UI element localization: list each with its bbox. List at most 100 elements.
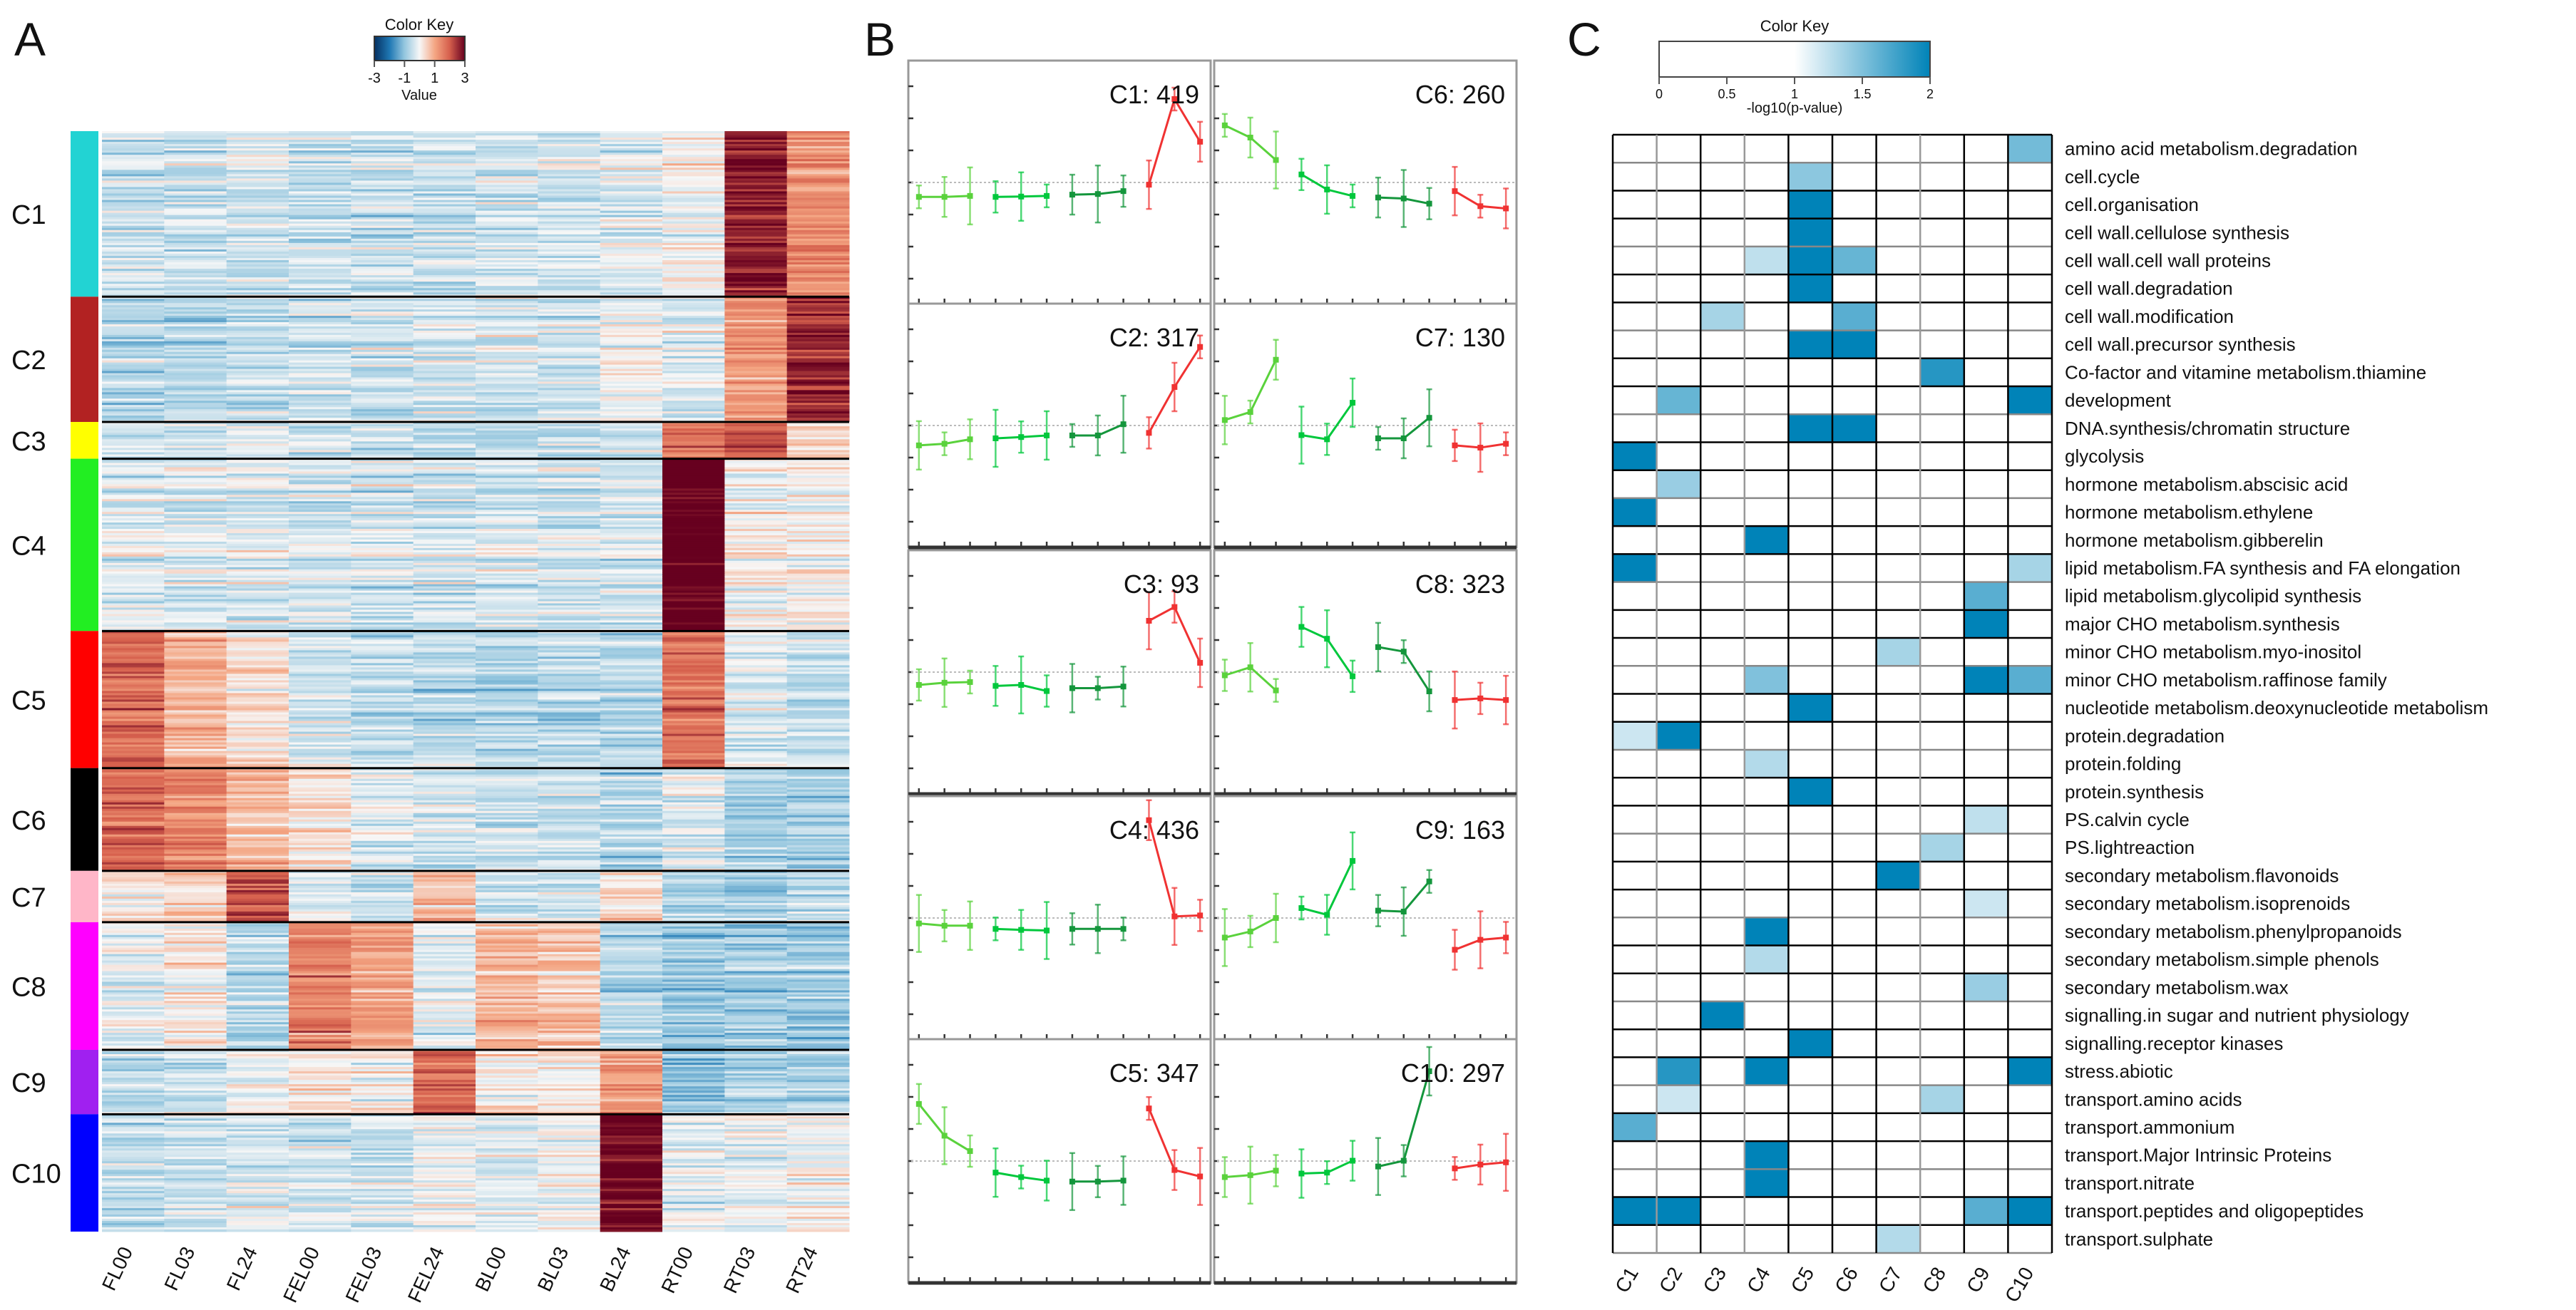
heatmap-cell — [226, 336, 289, 340]
heatmap-cell — [164, 751, 227, 754]
heatmap-cell — [102, 988, 165, 991]
heatmap-cell — [351, 740, 414, 743]
heatmap-cell — [538, 973, 601, 976]
heatmap-cell — [413, 661, 476, 664]
heatmap-cell — [662, 307, 725, 310]
heatmap-cell — [164, 301, 227, 304]
heatmap-cell — [289, 495, 351, 497]
heatmap-cell — [538, 510, 601, 512]
heatmap-cell — [538, 579, 601, 583]
heatmap-cell — [476, 699, 538, 703]
heatmap-cell — [600, 210, 663, 214]
heatmap-cell — [226, 187, 289, 190]
heatmap-cell — [102, 362, 165, 366]
heatmap-cell — [351, 460, 414, 464]
heatmap-cell — [351, 430, 414, 433]
heatmap-cell — [226, 314, 289, 316]
heatmap-cell — [102, 571, 165, 574]
heatmap-cell — [164, 969, 227, 972]
heatmap-cell — [662, 934, 725, 938]
heatmap-cell — [226, 430, 289, 433]
heatmap-cell — [413, 605, 476, 608]
heatmap-cell — [538, 401, 601, 403]
heatmap-cell — [724, 864, 788, 867]
heatmap-cell — [786, 221, 850, 225]
heatmap-cell — [164, 928, 227, 932]
heatmap-cell — [164, 639, 227, 642]
heatmap-cell — [102, 452, 165, 455]
heatmap-cell — [289, 255, 351, 259]
heatmap-cell — [102, 422, 165, 425]
heatmap-cell — [351, 153, 414, 155]
heatmap-cell — [786, 973, 850, 976]
heatmap-cell — [102, 622, 165, 625]
heatmap-cell — [226, 1009, 289, 1012]
heatmap-cell — [600, 567, 663, 570]
heatmap-cell — [724, 150, 788, 153]
heatmap-cell — [476, 437, 538, 440]
heatmap-cell — [351, 486, 414, 489]
heatmap-cell — [724, 586, 788, 589]
heatmap-cell — [724, 573, 788, 577]
color-key-a-title: Color Key — [385, 16, 454, 33]
heatmap-cell — [102, 407, 165, 410]
heatmap-cell — [538, 345, 601, 349]
heatmap-cell — [476, 550, 538, 553]
heatmap-cell — [662, 847, 725, 850]
heatmap-cell — [724, 501, 788, 504]
heatmap-cell — [476, 834, 538, 837]
heatmap-cell — [102, 562, 165, 566]
heatmap-cell — [600, 825, 663, 829]
heatmap-cell — [413, 520, 476, 523]
heatmap-cell — [600, 135, 663, 138]
heatmap-cell — [538, 225, 601, 229]
heatmap-cell — [600, 671, 663, 674]
heatmap-cell — [102, 418, 165, 421]
heatmap-cell — [538, 148, 601, 151]
heatmap-cell — [538, 904, 601, 908]
heatmap-cell — [476, 939, 538, 942]
heatmap-cell — [476, 612, 538, 614]
heatmap-cell — [164, 883, 227, 887]
heatmap-cell — [538, 150, 601, 153]
heatmap-cell — [413, 208, 476, 212]
heatmap-cell — [786, 949, 850, 953]
heatmap-cell — [102, 588, 165, 592]
heatmap-cell — [226, 975, 289, 979]
heatmap-cell — [351, 386, 414, 388]
heatmap-cell — [226, 371, 289, 374]
heatmap-cell — [538, 616, 601, 619]
heatmap-cell — [164, 603, 227, 607]
heatmap-cell — [289, 691, 351, 693]
heatmap-cell — [600, 373, 663, 376]
heatmap-cell — [538, 907, 601, 910]
heatmap-cell — [164, 157, 227, 160]
heatmap-cell — [413, 864, 476, 867]
heatmap-cell — [289, 142, 351, 145]
heatmap-cell — [600, 862, 663, 865]
heatmap-cell — [600, 988, 663, 991]
heatmap-cell — [476, 969, 538, 972]
heatmap-cell — [786, 531, 850, 534]
heatmap-cell — [226, 757, 289, 760]
heatmap-cell — [351, 887, 414, 891]
heatmap-cell — [538, 586, 601, 589]
heatmap-cell — [600, 138, 663, 140]
heatmap-cell — [226, 639, 289, 642]
heatmap-cell — [476, 533, 538, 536]
heatmap-cell — [289, 503, 351, 506]
heatmap-cell — [289, 723, 351, 726]
heatmap-cell — [786, 240, 850, 244]
heatmap-cell — [164, 759, 227, 763]
heatmap-cell — [102, 949, 165, 953]
heatmap-cell — [786, 172, 850, 175]
heatmap-cell — [226, 264, 289, 267]
heatmap-cell — [413, 855, 476, 859]
heatmap-cell — [351, 684, 414, 687]
heatmap-cell — [164, 142, 227, 145]
heatmap-cell — [226, 883, 289, 887]
heatmap-cell — [600, 236, 663, 239]
heatmap-cell — [164, 221, 227, 225]
heatmap-cell — [289, 654, 351, 657]
heatmap-cell — [102, 187, 165, 190]
